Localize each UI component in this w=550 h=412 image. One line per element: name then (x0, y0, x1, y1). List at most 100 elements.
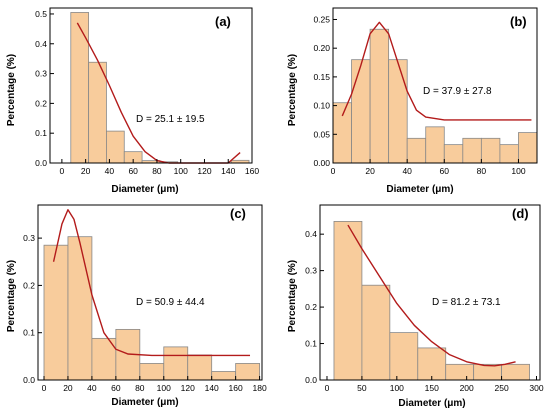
x-tick-label: 0 (331, 166, 336, 176)
x-tick-label: 20 (365, 166, 375, 176)
x-tick-label: 150 (425, 383, 439, 393)
x-tick-label: 60 (111, 383, 121, 393)
y-tick-label: 0.15 (313, 72, 330, 82)
plot-frame (49, 7, 253, 164)
fit-curve (341, 21, 532, 121)
histogram-bar (351, 59, 371, 164)
panel-label: (d) (512, 206, 529, 221)
x-tick-label: 40 (105, 166, 115, 176)
y-axis-title: Percentage (%) (287, 54, 298, 126)
x-tick-label: 140 (205, 383, 219, 393)
histogram-bar (425, 126, 445, 164)
histogram-bar (443, 144, 464, 164)
histogram-bar (235, 363, 261, 381)
histogram-bar (389, 332, 419, 381)
histogram-bar (163, 346, 189, 381)
x-tick-label: 140 (221, 166, 235, 176)
y-tick-label: 0.00 (313, 158, 330, 168)
panel-label: (b) (510, 14, 527, 29)
histogram-bar (211, 371, 237, 381)
histogram-bar (406, 137, 427, 164)
x-tick-label: 160 (229, 383, 243, 393)
histogram-bar (462, 137, 482, 164)
histogram-bar (501, 363, 530, 381)
x-tick-label: 180 (253, 383, 267, 393)
histogram-bar (43, 244, 69, 381)
plot-frame (37, 204, 263, 381)
histogram-bar (88, 61, 107, 164)
y-tick-label: 0.3 (35, 69, 47, 79)
panel-b: Percentage (%) Diameter (μm) (b) D = 37.… (287, 7, 538, 195)
y-tick-label: 0.1 (305, 339, 317, 349)
x-tick-label: 120 (181, 383, 195, 393)
y-tick-label: 0.5 (35, 9, 47, 19)
x-tick-label: 20 (63, 383, 73, 393)
y-tick-label: 0.25 (313, 14, 330, 24)
y-tick-label: 0.0 (305, 375, 317, 385)
y-tick-label: 0.20 (313, 43, 330, 53)
y-tick-label: 0.4 (35, 39, 47, 49)
x-tick-label: 50 (357, 383, 367, 393)
x-axis-title: Diameter (μm) (386, 184, 453, 195)
x-tick-label: 0 (42, 383, 47, 393)
plot-frame (332, 7, 538, 164)
panel-a: Percentage (%) Diameter (μm) (a) D = 25.… (6, 7, 259, 195)
histogram-bar (106, 130, 125, 164)
x-tick-label: 100 (174, 166, 188, 176)
y-tick-label: 0.05 (313, 129, 330, 139)
histogram-bar (187, 354, 213, 381)
histogram-bar (445, 363, 475, 381)
histogram-bar (499, 144, 519, 164)
histogram-bar (333, 221, 363, 381)
y-axis-title: Percentage (%) (6, 260, 17, 332)
x-tick-label: 80 (477, 166, 487, 176)
x-tick-label: 40 (87, 383, 97, 393)
x-tick-label: 60 (440, 166, 450, 176)
fit-annotation: D = 50.9 ± 44.4 (136, 297, 205, 308)
x-tick-label: 100 (511, 166, 525, 176)
y-axis-title: Percentage (%) (287, 260, 298, 332)
fit-annotation: D = 81.2 ± 73.1 (432, 297, 501, 308)
histogram-bar (361, 284, 391, 381)
x-tick-label: 20 (81, 166, 91, 176)
y-tick-label: 0.4 (305, 229, 317, 239)
histogram-bar (70, 12, 90, 164)
y-tick-label: 0.2 (305, 302, 317, 312)
y-tick-label: 0.0 (35, 158, 47, 168)
histogram-bar (139, 363, 165, 381)
panel-d: Percentage (%) Diameter (μm) (d) D = 81.… (287, 204, 544, 409)
y-axis-title: Percentage (%) (6, 54, 17, 126)
x-tick-label: 100 (390, 383, 404, 393)
y-tick-label: 0.10 (313, 101, 330, 111)
x-tick-label: 300 (529, 383, 543, 393)
x-tick-label: 0 (60, 166, 65, 176)
x-tick-label: 100 (157, 383, 171, 393)
panel-label: (a) (215, 14, 231, 29)
histogram-bar (518, 132, 538, 164)
x-tick-label: 0 (325, 383, 330, 393)
y-tick-label: 0.3 (305, 266, 317, 276)
y-tick-label: 0.1 (23, 328, 35, 338)
x-tick-label: 40 (402, 166, 412, 176)
plot-frame (319, 204, 541, 381)
y-tick-label: 0.0 (23, 375, 35, 385)
x-axis-title: Diameter (μm) (398, 398, 465, 409)
x-tick-label: 160 (245, 166, 259, 176)
y-tick-label: 0.1 (35, 128, 47, 138)
histogram-bar (332, 102, 352, 164)
x-tick-label: 120 (197, 166, 211, 176)
panel-label: (c) (230, 206, 246, 221)
y-tick-label: 0.3 (23, 233, 35, 243)
x-tick-label: 60 (128, 166, 138, 176)
fit-annotation: D = 25.1 ± 19.5 (136, 114, 205, 125)
histogram-bar (388, 59, 408, 164)
x-axis-title: Diameter (μm) (111, 184, 178, 195)
histogram-bar (369, 28, 390, 164)
x-tick-label: 80 (135, 383, 145, 393)
histogram-bar (473, 363, 502, 381)
x-tick-label: 250 (494, 383, 508, 393)
histogram-bar (417, 347, 447, 381)
x-tick-label: 200 (460, 383, 474, 393)
fit-curve (52, 209, 251, 357)
